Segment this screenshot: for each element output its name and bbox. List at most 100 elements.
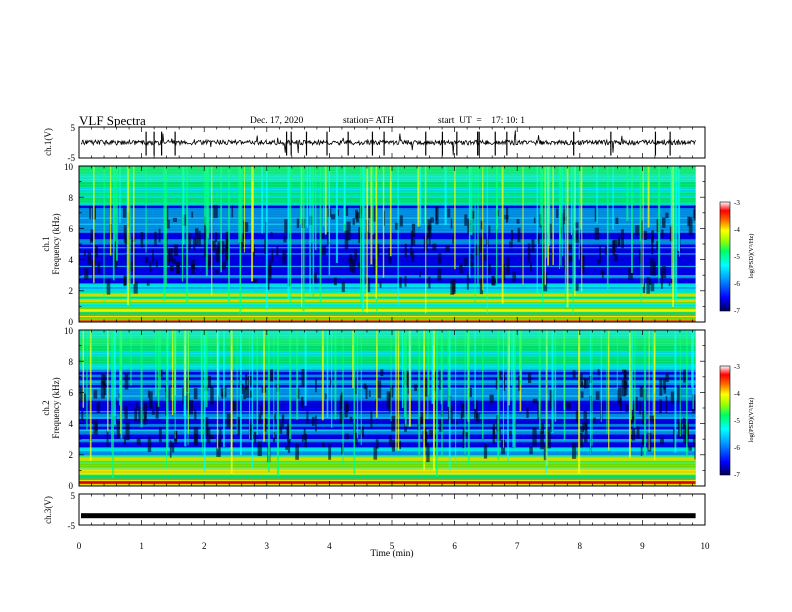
noise-speckle: [574, 282, 579, 291]
station-label: station= ATH: [343, 116, 395, 126]
noise-speckle: [623, 370, 628, 389]
spectrogram-band: [79, 220, 696, 224]
sferic-line: [395, 330, 397, 449]
noise-speckle: [281, 414, 285, 428]
noise-speckle: [188, 400, 194, 415]
x-tick-label: 8: [578, 541, 583, 551]
noise-speckle: [532, 427, 537, 447]
figure-title: VLF Spectra: [79, 113, 146, 128]
spectrogram-band: [79, 290, 696, 294]
sferic-line: [276, 330, 279, 476]
sferic-line: [301, 166, 303, 308]
noise-speckle: [510, 229, 514, 241]
ch1-ytick-2: 2: [69, 286, 74, 296]
sferic-line: [444, 166, 447, 225]
noise-speckle: [547, 428, 551, 434]
spectrogram-band: [79, 319, 696, 323]
spectrogram-band: [79, 374, 696, 378]
noise-speckle: [642, 282, 645, 294]
spectrogram-band: [79, 306, 696, 310]
sferic-line: [652, 330, 655, 416]
noise-speckle: [116, 420, 120, 439]
noise-speckle: [254, 431, 257, 444]
sferic-line: [455, 330, 457, 463]
noise-speckle: [642, 230, 648, 240]
sferic-line: [216, 330, 219, 449]
spectrogram-band: [79, 176, 696, 180]
spectrogram-band: [79, 189, 696, 193]
noise-speckle: [617, 238, 621, 247]
sferic-line: [658, 166, 661, 279]
noise-speckle: [594, 227, 600, 240]
spectrogram-band: [79, 236, 696, 240]
noise-speckle: [471, 210, 475, 219]
sferic-line: [334, 330, 337, 420]
noise-speckle: [148, 391, 153, 410]
noise-speckle: [660, 270, 663, 289]
noise-speckle: [662, 378, 666, 390]
sferic-line: [311, 166, 313, 242]
spectrogram-band: [79, 343, 696, 347]
sferic-line: [580, 166, 582, 230]
noise-speckle: [540, 431, 544, 450]
noise-speckle: [103, 383, 107, 396]
sferic-line: [581, 166, 583, 292]
spectrogram-band: [79, 358, 696, 362]
noise-speckle: [93, 389, 98, 399]
noise-speckle: [549, 223, 552, 239]
noise-speckle: [311, 416, 315, 426]
ch1-ytick-4: 4: [69, 255, 74, 265]
spectrogram-band: [79, 480, 696, 484]
cbar2-tick-m5: -5: [734, 417, 740, 425]
noise-speckle: [365, 385, 368, 399]
noise-speckle: [668, 281, 671, 287]
no-data-region: [695, 330, 705, 486]
ch2-ytick-4: 4: [69, 419, 74, 429]
noise-speckle: [267, 279, 270, 290]
sferic-line: [425, 166, 427, 314]
sferic-line: [184, 330, 187, 397]
transmitter-line: [79, 467, 696, 469]
x-tick-label: 10: [701, 541, 711, 551]
sferic-line: [289, 166, 292, 309]
spectrogram-band: [79, 233, 696, 237]
cbar1-label: log(PSD)(V²/Hz): [748, 234, 755, 279]
sferic-line: [166, 330, 168, 468]
noise-speckle: [640, 446, 643, 456]
noise-speckle: [349, 254, 353, 272]
sferic-line: [366, 166, 368, 313]
noise-speckle: [641, 220, 643, 238]
noise-speckle: [466, 270, 469, 290]
ch2-ytick-8: 8: [69, 357, 74, 367]
noise-speckle: [172, 217, 177, 222]
noise-speckle: [166, 206, 169, 221]
ch2-ytick-10: 10: [64, 326, 74, 336]
spectrogram-band: [79, 447, 696, 451]
noise-speckle: [428, 276, 431, 289]
spectrogram-band: [79, 376, 696, 380]
spectrogram-band: [79, 413, 696, 417]
noise-speckle: [480, 220, 484, 230]
sferic-line: [674, 330, 677, 453]
sferic-line: [408, 330, 411, 427]
sferic-line: [397, 166, 399, 306]
sferic-line: [140, 330, 143, 428]
noise-speckle: [584, 378, 589, 389]
spectrogram-band: [79, 444, 696, 448]
sferic-line: [417, 166, 420, 227]
noise-speckle: [246, 385, 250, 399]
noise-speckle: [129, 261, 134, 272]
sferic-line: [299, 166, 302, 225]
noise-speckle: [501, 263, 506, 281]
noise-speckle: [95, 246, 99, 258]
sferic-line: [672, 166, 674, 307]
transmitter-line: [79, 439, 696, 441]
cbar2-tick-m4: -4: [734, 390, 740, 398]
noise-speckle: [574, 230, 580, 243]
noise-speckle: [267, 264, 272, 280]
noise-speckle: [143, 402, 147, 422]
noise-speckle: [566, 402, 571, 410]
spectrogram-band: [79, 361, 696, 365]
noise-speckle: [504, 214, 509, 220]
sferic-line: [207, 166, 210, 239]
